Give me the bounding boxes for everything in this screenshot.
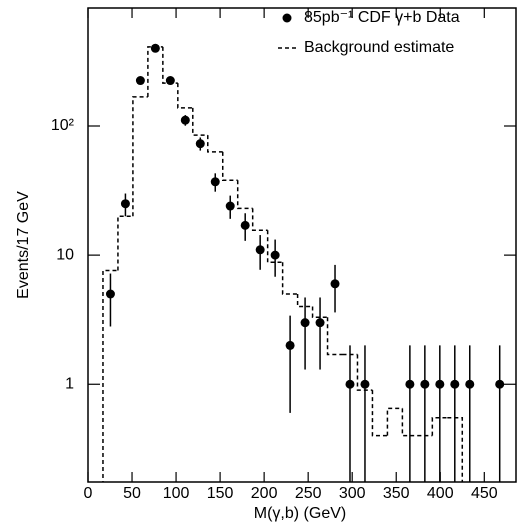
- y-tick-label: 10: [56, 246, 74, 263]
- data-point: [120, 199, 130, 209]
- data-point: [240, 220, 250, 230]
- data-point: [465, 379, 475, 389]
- x-axis-label: M(γ,b) (GeV): [254, 505, 346, 522]
- y-tick-label: 10²: [51, 117, 75, 134]
- data-point: [180, 115, 190, 125]
- histogram-step: [371, 390, 388, 437]
- x-tick-label: 200: [251, 485, 278, 502]
- x-tick-label: 0: [84, 485, 93, 502]
- x-tick-label: 350: [383, 485, 410, 502]
- data-point: [405, 379, 415, 389]
- histogram-step: [102, 269, 118, 482]
- histogram-step: [266, 230, 283, 264]
- data-point: [435, 379, 445, 389]
- data-point: [345, 379, 355, 389]
- x-tick-label: 450: [471, 485, 498, 502]
- histogram-step: [207, 135, 223, 153]
- x-tick-label: 50: [123, 485, 141, 502]
- histogram-step: [132, 96, 148, 217]
- histogram-step: [447, 417, 464, 482]
- data-point: [210, 177, 220, 187]
- histogram-step: [236, 180, 253, 210]
- plot-area: [102, 43, 505, 482]
- data-point: [195, 139, 205, 149]
- histogram-step: [177, 83, 193, 109]
- data-point: [420, 379, 430, 389]
- histogram-step: [311, 306, 328, 319]
- plot-frame: [87, 7, 517, 483]
- y-tick-label: 1: [65, 375, 74, 392]
- histogram-step: [117, 215, 133, 271]
- histogram-step: [326, 317, 343, 356]
- histogram-step: [221, 151, 238, 182]
- legend-label: 85pb⁻¹ CDF γ+b Data: [304, 9, 460, 26]
- data-point: [495, 379, 505, 389]
- data-point: [360, 379, 370, 389]
- legend-marker: [282, 13, 292, 23]
- data-point: [315, 318, 325, 328]
- data-point: [450, 379, 460, 389]
- histogram-step: [386, 407, 403, 436]
- data-point: [225, 201, 235, 211]
- x-tick-label: 150: [207, 485, 234, 502]
- histogram-step: [401, 408, 418, 437]
- data-point: [105, 289, 115, 299]
- x-tick-label: 300: [339, 485, 366, 502]
- x-tick-label: 250: [295, 485, 322, 502]
- x-tick-label: 400: [427, 485, 454, 502]
- histogram-step: [356, 354, 373, 391]
- y-axis-label: Events/17 GeV: [15, 191, 32, 299]
- data-point: [330, 279, 340, 289]
- histogram-step: [296, 293, 313, 308]
- data-point: [135, 76, 145, 86]
- histogram-step: [431, 417, 448, 436]
- data-point: [285, 340, 295, 350]
- histogram-step: [147, 46, 163, 97]
- data-point: [150, 43, 160, 53]
- legend-label: Background estimate: [304, 39, 454, 56]
- histogram-step: [281, 262, 298, 295]
- histogram-step: [251, 208, 268, 231]
- data-point: [300, 318, 310, 328]
- histogram-step: [192, 107, 208, 136]
- histogram-step: [162, 46, 178, 84]
- x-tick-label: 100: [163, 485, 190, 502]
- data-point: [270, 250, 280, 260]
- data-point: [255, 245, 265, 255]
